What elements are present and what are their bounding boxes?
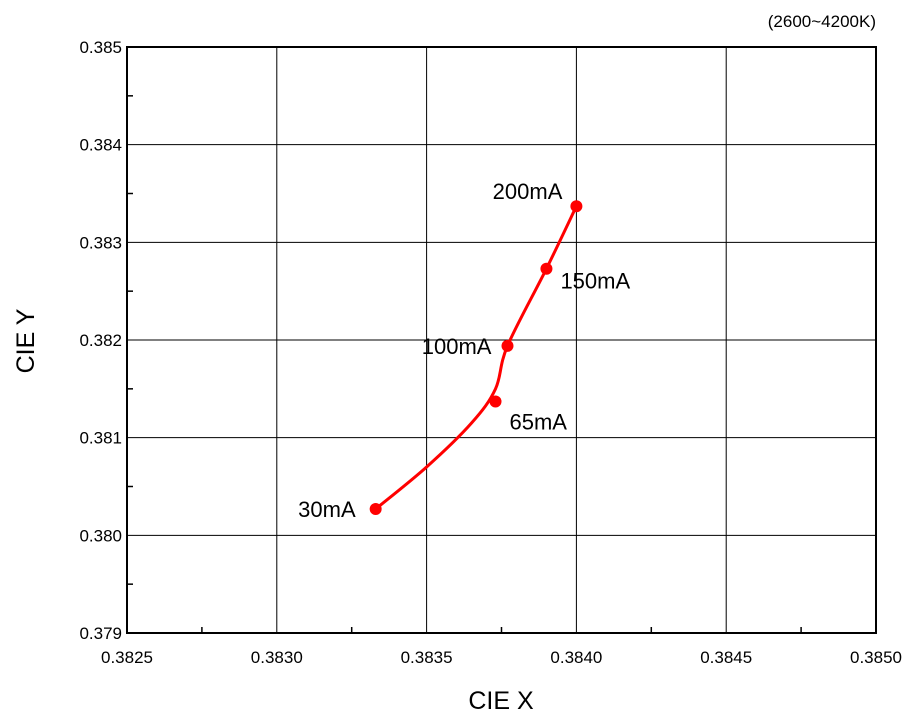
data-label: 65mA (510, 410, 568, 435)
x-tick-label: 0.3850 (850, 648, 902, 667)
x-tick-label: 0.3835 (401, 648, 453, 667)
data-label: 150mA (560, 269, 630, 294)
x-tick-label: 0.3840 (550, 648, 602, 667)
data-point (540, 262, 553, 275)
y-tick-label: 0.382 (79, 331, 122, 350)
x-tick-label: 0.3845 (700, 648, 752, 667)
y-tick-label: 0.379 (79, 624, 122, 643)
data-point (570, 200, 583, 213)
data-point (489, 395, 502, 408)
y-tick-label: 0.381 (79, 429, 122, 448)
annotation: (2600~4200K) (768, 12, 876, 31)
y-tick-label: 0.385 (79, 38, 122, 57)
x-tick-label: 0.3830 (251, 648, 303, 667)
x-tick-label: 0.3825 (101, 648, 153, 667)
y-tick-label: 0.384 (79, 136, 122, 155)
series-points (369, 200, 583, 515)
grid (127, 47, 876, 633)
x-tick-labels: 0.3825 0.3830 0.3835 0.3840 0.3845 0.3850 (101, 648, 902, 667)
data-point (369, 502, 382, 515)
y-axis-title: CIE Y (12, 308, 40, 373)
data-label: 100mA (422, 334, 492, 359)
minor-ticks (127, 95, 802, 633)
data-point (501, 339, 514, 352)
x-axis-title: CIE X (468, 687, 534, 715)
plot-frame (126, 46, 877, 634)
y-tick-label: 0.383 (79, 233, 122, 252)
point-labels: 30mA 65mA 100mA 150mA 200mA (298, 179, 630, 522)
y-tick-labels: 0.379 0.380 0.381 0.382 0.383 0.384 0.385 (79, 38, 122, 643)
y-tick-label: 0.380 (79, 526, 122, 545)
data-label: 30mA (298, 497, 356, 522)
data-label: 200mA (493, 179, 563, 204)
